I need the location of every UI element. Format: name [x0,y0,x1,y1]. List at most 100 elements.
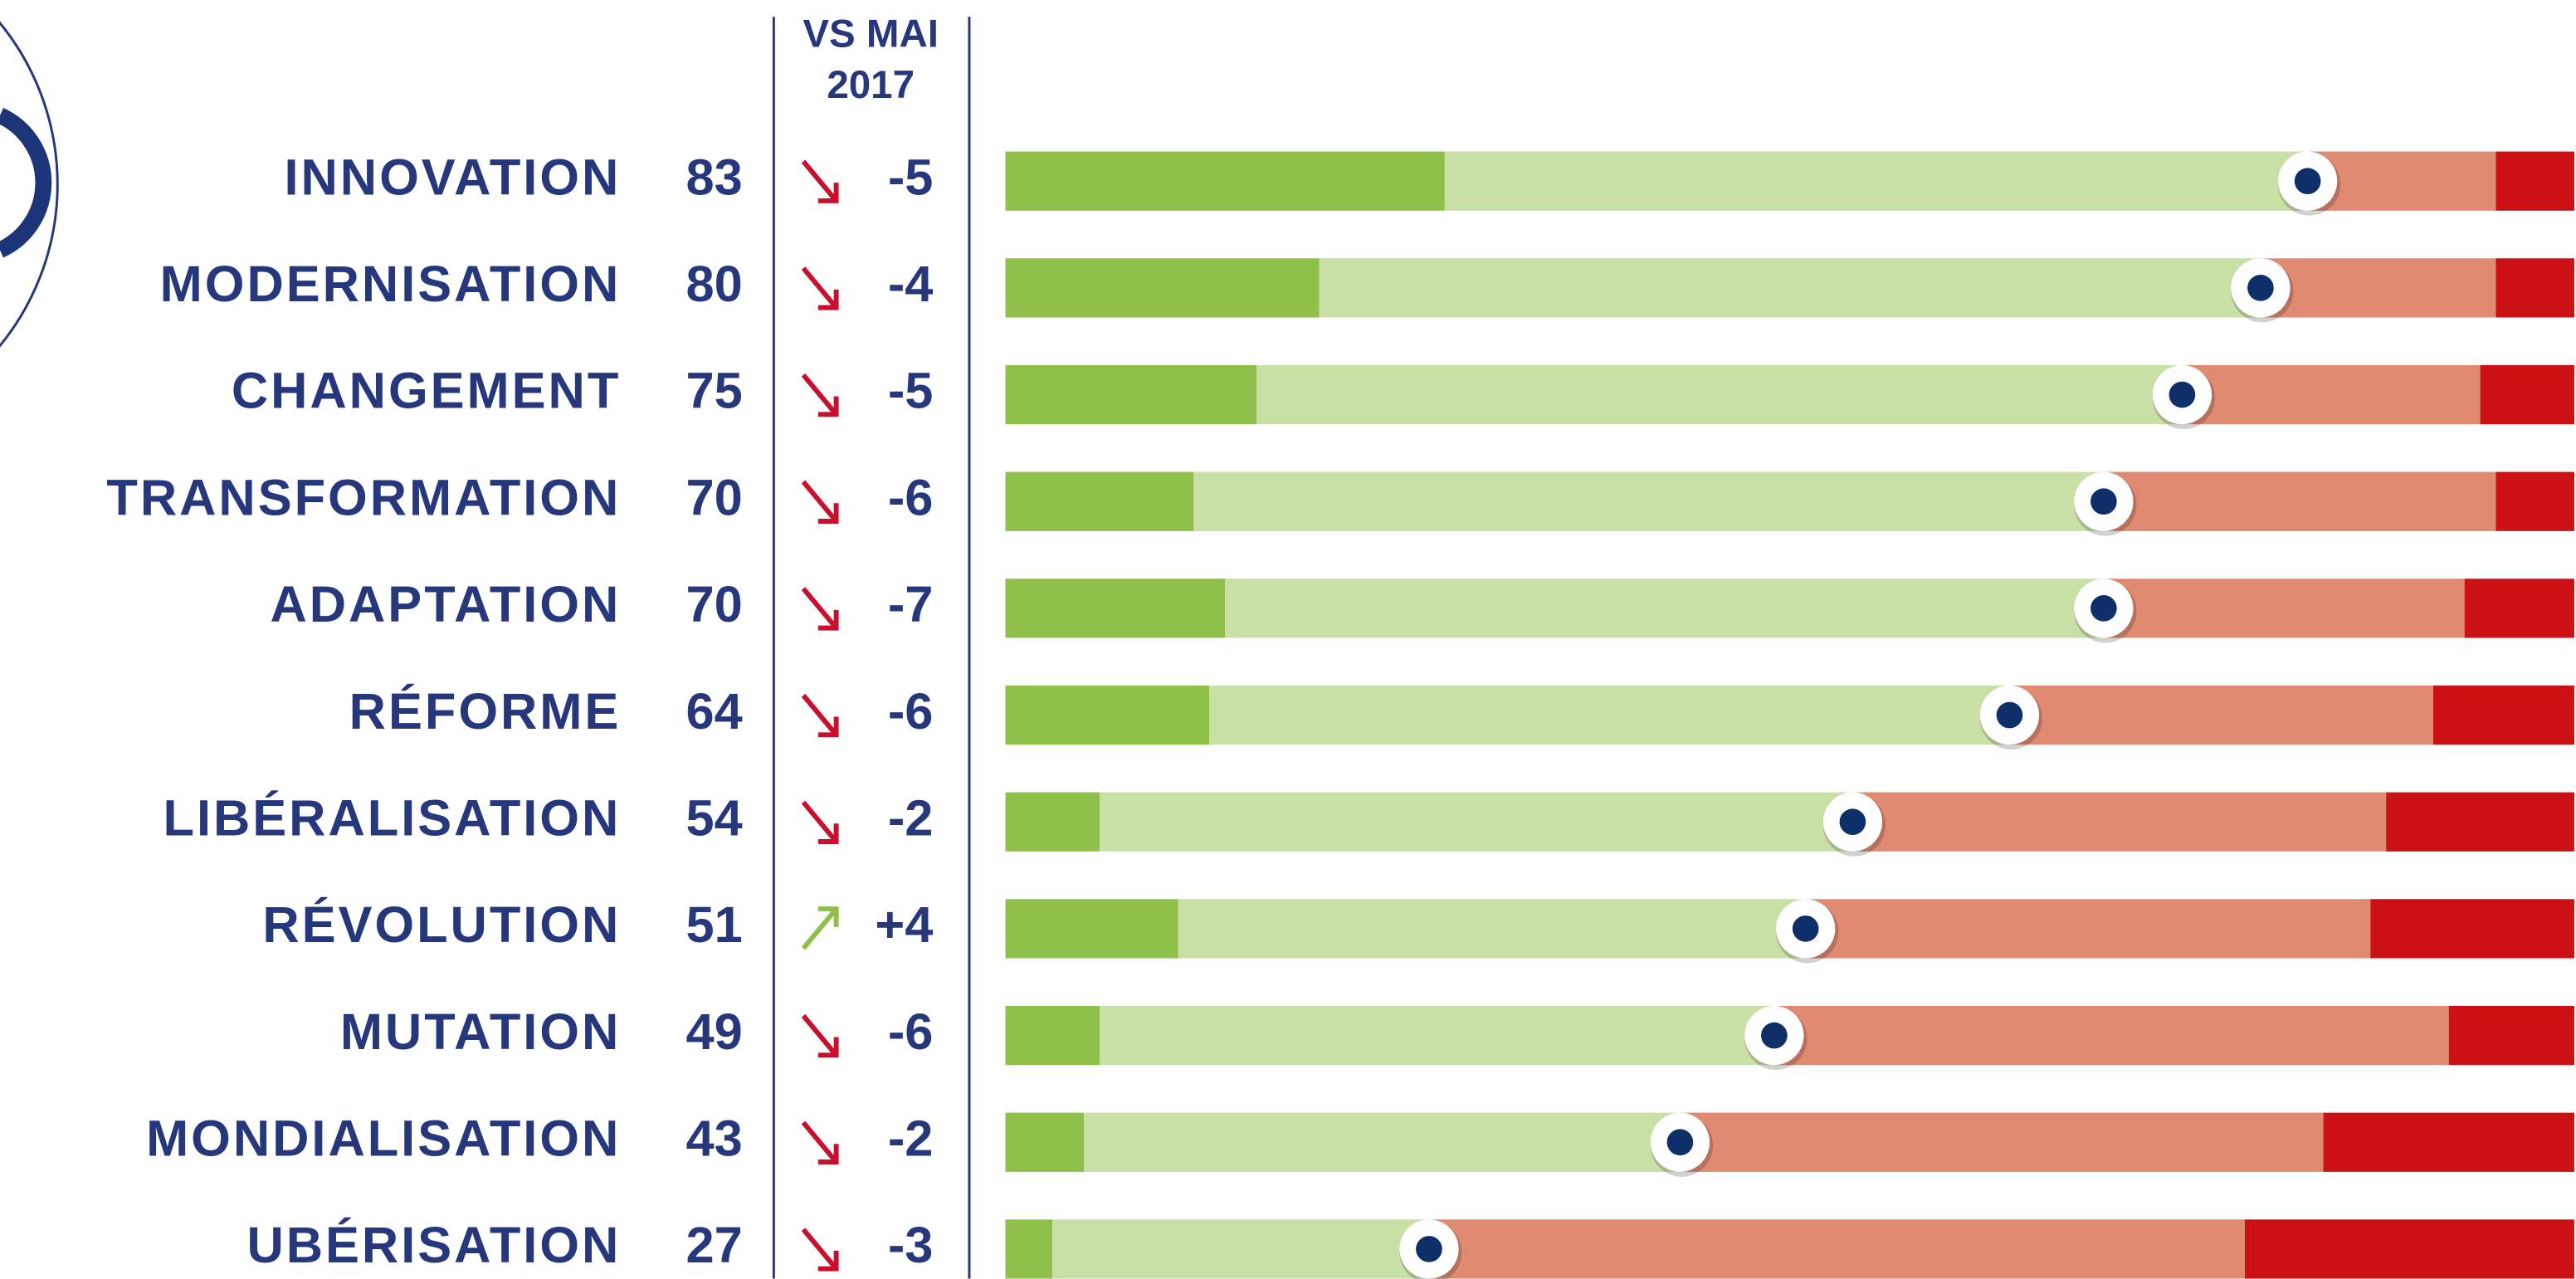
change-arrow [801,373,838,417]
bar-segment [1005,1112,1085,1172]
change-arrow-head [817,1144,839,1164]
bar-segment [1084,1112,1681,1172]
change-arrow-head [817,716,839,738]
bar-segment [1099,792,1853,852]
bar-segment [2323,1112,2575,1172]
change-arrow [801,159,838,203]
decor-circle [0,21,59,348]
category-label: ADAPTATION [270,576,621,633]
change-label: -3 [888,1217,934,1274]
score-marker-dot [1792,915,1819,942]
change-arrow [801,907,838,950]
change-label: -7 [888,576,934,633]
category-label: RÉVOLUTION [262,896,621,954]
score-marker-dot [2169,381,2196,408]
bar-segment [2182,364,2481,425]
change-arrow-head [817,906,839,927]
score-marker-dot [2091,488,2117,515]
bar-segment [2432,685,2575,745]
bar-segment [2260,258,2496,318]
bar-segment [2496,151,2575,211]
change-arrow [801,1120,838,1164]
bar-segment [2464,578,2575,638]
change-label: -6 [888,1003,934,1061]
bar-segment [1005,364,1256,425]
score-marker-dot [2294,168,2321,195]
bar-segment [1805,899,2371,959]
score-marker-dot [1839,808,1866,836]
bar-segment [2480,364,2575,425]
bar-segment [2496,258,2575,318]
change-label: -6 [888,469,934,526]
score: 80 [686,256,743,313]
category-label: RÉFORME [349,683,622,740]
change-arrow [801,480,838,523]
score: 27 [686,1217,743,1274]
bar-segment [1319,258,2261,318]
bar-segment [1005,151,1445,211]
bar-segment [2448,1005,2575,1066]
bar-segment [1005,1005,1100,1066]
bar-segment [2307,151,2496,211]
score-marker-dot [2091,595,2117,622]
change-arrow [801,1013,838,1057]
bar-segment [1099,1005,1774,1066]
score-marker-dot [1416,1236,1442,1262]
category-label: CHANGEMENT [232,363,621,420]
change-arrow-head [817,503,839,524]
score: 43 [686,1110,743,1167]
category-label: TRANSFORMATION [106,469,621,526]
bar-segment [1005,258,1320,318]
bar-segment [1005,792,1100,852]
change-arrow [801,693,838,737]
bar-segment [1193,471,2104,531]
bar-segment [1209,685,2010,745]
bar-segment [2245,1219,2575,1279]
score-marker-dot [2247,275,2274,301]
score: 51 [686,896,743,954]
change-arrow-head [817,396,839,417]
bar-segment [1178,899,1806,959]
score: 70 [686,469,743,526]
change-arrow-head [817,183,839,203]
decor-arc [0,107,52,258]
score: 49 [686,1003,743,1061]
bar-segment [1005,685,1210,745]
bar-segment [2009,685,2433,745]
bar-segment [2103,578,2465,638]
category-label: MODERNISATION [160,256,622,313]
bar-segment [1005,471,1194,531]
change-label: -2 [888,789,934,847]
bar-segment [2496,471,2575,531]
change-arrow-head [817,609,839,631]
bar-segment [1680,1112,2324,1172]
score-marker-dot [1666,1129,1694,1156]
bar-segment [2103,471,2496,531]
category-label: MONDIALISATION [146,1110,621,1167]
bar-segment [1256,364,2183,425]
category-label: UBÉRISATION [246,1217,621,1274]
score: 64 [686,683,743,740]
bar-segment [1005,578,1226,638]
score: 83 [686,149,743,206]
change-arrow [801,266,838,310]
bar-segment [1444,151,2308,211]
change-label: +4 [875,896,933,954]
change-arrow [801,800,838,843]
category-label: LIBÉRALISATION [163,789,622,847]
change-arrow-head [817,1250,839,1272]
bar-segment [1773,1005,2449,1066]
score-marker-dot [1996,701,2023,729]
change-arrow [801,587,838,630]
category-label: MUTATION [340,1003,621,1061]
bar-segment [2370,899,2575,959]
change-label: -2 [888,1110,934,1167]
change-label: -5 [888,149,934,206]
bar-segment [1225,578,2104,638]
bar-segment [1852,792,2387,852]
bar-segment [1052,1219,1429,1279]
bar-segment [1005,1219,1053,1279]
header: VS MAI [803,12,939,56]
change-label: -5 [888,363,934,420]
